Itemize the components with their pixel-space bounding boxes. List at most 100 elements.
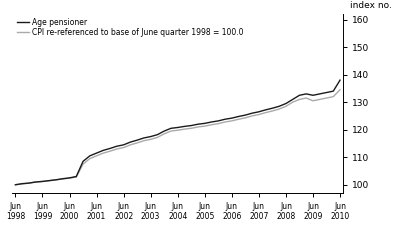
Age pensioner — [256, 110, 261, 113]
CPI re-referenced to base of June quarter 1998 = 100.0 — [47, 179, 52, 182]
CPI re-referenced to base of June quarter 1998 = 100.0 — [297, 98, 302, 101]
CPI re-referenced to base of June quarter 1998 = 100.0 — [135, 142, 139, 144]
CPI re-referenced to base of June quarter 1998 = 100.0 — [243, 116, 248, 119]
CPI re-referenced to base of June quarter 1998 = 100.0 — [304, 97, 308, 99]
CPI re-referenced to base of June quarter 1998 = 100.0 — [324, 97, 329, 99]
Age pensioner — [40, 180, 45, 183]
CPI re-referenced to base of June quarter 1998 = 100.0 — [108, 150, 112, 153]
Age pensioner — [33, 181, 38, 183]
CPI re-referenced to base of June quarter 1998 = 100.0 — [60, 178, 65, 180]
CPI re-referenced to base of June quarter 1998 = 100.0 — [155, 136, 160, 139]
Age pensioner — [94, 152, 99, 154]
CPI re-referenced to base of June quarter 1998 = 100.0 — [121, 146, 126, 149]
CPI re-referenced to base of June quarter 1998 = 100.0 — [101, 152, 106, 154]
Age pensioner — [20, 182, 25, 185]
CPI re-referenced to base of June quarter 1998 = 100.0 — [87, 157, 92, 160]
CPI re-referenced to base of June quarter 1998 = 100.0 — [189, 127, 194, 130]
CPI re-referenced to base of June quarter 1998 = 100.0 — [250, 115, 254, 117]
Age pensioner — [87, 155, 92, 157]
CPI re-referenced to base of June quarter 1998 = 100.0 — [317, 98, 322, 101]
Age pensioner — [67, 177, 72, 179]
Age pensioner — [169, 127, 173, 130]
CPI re-referenced to base of June quarter 1998 = 100.0 — [81, 163, 85, 165]
CPI re-referenced to base of June quarter 1998 = 100.0 — [277, 108, 281, 110]
CPI re-referenced to base of June quarter 1998 = 100.0 — [13, 183, 18, 186]
CPI re-referenced to base of June quarter 1998 = 100.0 — [175, 129, 180, 132]
Age pensioner — [297, 94, 302, 97]
CPI re-referenced to base of June quarter 1998 = 100.0 — [74, 176, 79, 178]
CPI re-referenced to base of June quarter 1998 = 100.0 — [236, 118, 241, 121]
Age pensioner — [162, 130, 167, 132]
Age pensioner — [310, 94, 315, 97]
Age pensioner — [277, 105, 281, 108]
CPI re-referenced to base of June quarter 1998 = 100.0 — [182, 128, 187, 131]
Age pensioner — [182, 125, 187, 128]
Age pensioner — [148, 135, 153, 138]
Age pensioner — [317, 93, 322, 95]
CPI re-referenced to base of June quarter 1998 = 100.0 — [54, 178, 58, 181]
Age pensioner — [290, 98, 295, 101]
Age pensioner — [81, 160, 85, 163]
Age pensioner — [27, 182, 31, 185]
Age pensioner — [202, 122, 207, 125]
Age pensioner — [196, 123, 200, 126]
Age pensioner — [101, 149, 106, 152]
Age pensioner — [216, 120, 221, 122]
Age pensioner — [142, 137, 146, 139]
Line: Age pensioner: Age pensioner — [15, 80, 340, 185]
CPI re-referenced to base of June quarter 1998 = 100.0 — [114, 148, 119, 150]
Age pensioner — [250, 112, 254, 115]
CPI re-referenced to base of June quarter 1998 = 100.0 — [148, 138, 153, 141]
Y-axis label: index no.: index no. — [350, 1, 392, 10]
CPI re-referenced to base of June quarter 1998 = 100.0 — [290, 101, 295, 104]
CPI re-referenced to base of June quarter 1998 = 100.0 — [162, 133, 167, 135]
CPI re-referenced to base of June quarter 1998 = 100.0 — [283, 105, 288, 108]
Age pensioner — [263, 109, 268, 111]
CPI re-referenced to base of June quarter 1998 = 100.0 — [20, 183, 25, 185]
CPI re-referenced to base of June quarter 1998 = 100.0 — [196, 126, 200, 128]
Age pensioner — [189, 124, 194, 127]
CPI re-referenced to base of June quarter 1998 = 100.0 — [142, 139, 146, 142]
CPI re-referenced to base of June quarter 1998 = 100.0 — [256, 113, 261, 116]
Legend: Age pensioner, CPI re-referenced to base of June quarter 1998 = 100.0: Age pensioner, CPI re-referenced to base… — [16, 16, 245, 39]
CPI re-referenced to base of June quarter 1998 = 100.0 — [263, 111, 268, 114]
Age pensioner — [338, 79, 343, 81]
Line: CPI re-referenced to base of June quarter 1998 = 100.0: CPI re-referenced to base of June quarte… — [15, 90, 340, 185]
Age pensioner — [283, 102, 288, 105]
CPI re-referenced to base of June quarter 1998 = 100.0 — [216, 122, 221, 125]
Age pensioner — [155, 133, 160, 136]
CPI re-referenced to base of June quarter 1998 = 100.0 — [229, 120, 234, 122]
CPI re-referenced to base of June quarter 1998 = 100.0 — [310, 99, 315, 102]
CPI re-referenced to base of June quarter 1998 = 100.0 — [202, 125, 207, 128]
Age pensioner — [209, 121, 214, 123]
Age pensioner — [74, 175, 79, 178]
CPI re-referenced to base of June quarter 1998 = 100.0 — [270, 110, 275, 112]
Age pensioner — [236, 115, 241, 118]
Age pensioner — [223, 118, 227, 121]
Age pensioner — [175, 126, 180, 129]
Age pensioner — [270, 107, 275, 110]
Age pensioner — [304, 93, 308, 95]
CPI re-referenced to base of June quarter 1998 = 100.0 — [67, 177, 72, 180]
Age pensioner — [121, 143, 126, 146]
CPI re-referenced to base of June quarter 1998 = 100.0 — [27, 182, 31, 185]
Age pensioner — [331, 90, 335, 93]
Age pensioner — [47, 179, 52, 182]
Age pensioner — [60, 177, 65, 180]
CPI re-referenced to base of June quarter 1998 = 100.0 — [338, 88, 343, 91]
Age pensioner — [13, 183, 18, 186]
CPI re-referenced to base of June quarter 1998 = 100.0 — [209, 123, 214, 126]
CPI re-referenced to base of June quarter 1998 = 100.0 — [40, 180, 45, 183]
Age pensioner — [135, 139, 139, 141]
CPI re-referenced to base of June quarter 1998 = 100.0 — [94, 155, 99, 157]
CPI re-referenced to base of June quarter 1998 = 100.0 — [169, 130, 173, 132]
Age pensioner — [229, 117, 234, 119]
Age pensioner — [54, 178, 58, 181]
Age pensioner — [108, 147, 112, 150]
CPI re-referenced to base of June quarter 1998 = 100.0 — [128, 143, 133, 146]
Age pensioner — [324, 91, 329, 94]
Age pensioner — [128, 141, 133, 143]
CPI re-referenced to base of June quarter 1998 = 100.0 — [331, 95, 335, 98]
Age pensioner — [114, 145, 119, 148]
Age pensioner — [243, 114, 248, 116]
